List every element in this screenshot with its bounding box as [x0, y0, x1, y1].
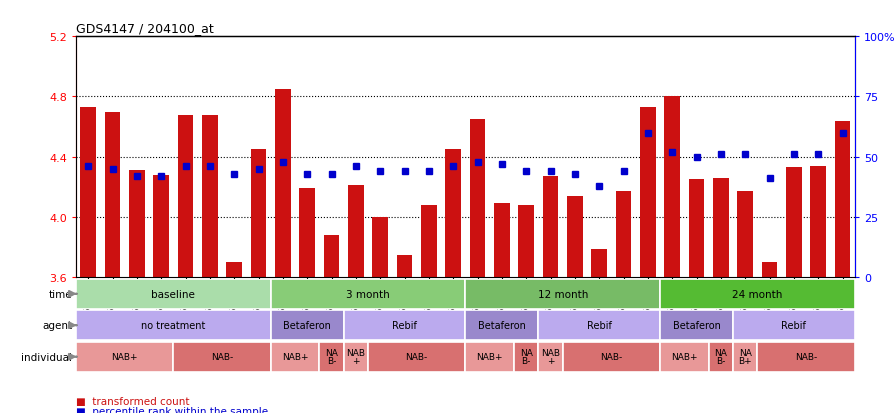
Text: Betaferon: Betaferon [283, 320, 331, 330]
Text: NAB-: NAB- [211, 352, 233, 361]
Bar [202, 115, 217, 278]
Text: NAB+: NAB+ [476, 352, 502, 361]
Text: 24 month: 24 month [731, 289, 781, 299]
Text: time: time [48, 289, 72, 299]
Bar [173, 342, 270, 372]
Text: ■  percentile rank within the sample: ■ percentile rank within the sample [76, 406, 268, 413]
Text: GDS4147 / 204100_at: GDS4147 / 204100_at [76, 21, 214, 35]
Bar [274, 90, 291, 278]
Bar [465, 311, 538, 340]
Bar [348, 186, 363, 278]
Bar [270, 342, 319, 372]
Bar [687, 180, 704, 278]
Bar [76, 279, 270, 309]
Bar [591, 249, 606, 278]
Text: NAB+: NAB+ [670, 352, 696, 361]
Bar [396, 255, 412, 278]
Bar [343, 311, 465, 340]
Bar [465, 342, 513, 372]
Bar [737, 192, 752, 278]
Bar [76, 311, 270, 340]
Bar [270, 279, 465, 309]
Bar [105, 112, 121, 278]
Bar [372, 217, 388, 278]
Bar [129, 171, 145, 278]
Bar [615, 192, 631, 278]
Bar [785, 168, 801, 278]
Text: individual: individual [21, 352, 72, 362]
Bar [659, 342, 708, 372]
Text: NAB+: NAB+ [112, 352, 138, 361]
Text: ■  transformed count: ■ transformed count [76, 396, 190, 406]
Bar [367, 342, 465, 372]
Text: NAB
+: NAB + [541, 349, 560, 365]
Text: 12 month: 12 month [537, 289, 587, 299]
Text: NAB-: NAB- [794, 352, 816, 361]
Bar [761, 263, 777, 278]
Bar [153, 176, 169, 278]
Text: Rebif: Rebif [586, 320, 611, 330]
Text: NA
B+: NA B+ [738, 349, 751, 365]
Bar [513, 342, 538, 372]
Bar [465, 279, 659, 309]
Bar [493, 204, 510, 278]
Bar [226, 263, 242, 278]
Text: NA
B-: NA B- [519, 349, 532, 365]
Bar [659, 311, 732, 340]
Bar [732, 342, 756, 372]
Text: NAB-: NAB- [600, 352, 622, 361]
Bar [713, 178, 728, 278]
Bar [270, 311, 343, 340]
Bar [518, 205, 534, 278]
Text: Rebif: Rebif [780, 320, 805, 330]
Bar [76, 342, 173, 372]
Text: agent: agent [42, 320, 72, 330]
Bar [567, 197, 582, 278]
Text: NA
B-: NA B- [325, 349, 338, 365]
Text: NAB+: NAB+ [282, 352, 308, 361]
Bar [562, 342, 659, 372]
Bar [538, 311, 659, 340]
Text: NAB-: NAB- [405, 352, 427, 361]
Bar [834, 121, 849, 278]
Bar [663, 97, 679, 278]
Text: Rebif: Rebif [392, 320, 417, 330]
Bar [343, 342, 367, 372]
Bar [319, 342, 343, 372]
Bar [324, 235, 339, 278]
Bar [299, 189, 315, 278]
Bar [445, 150, 460, 278]
Text: NA
B-: NA B- [713, 349, 727, 365]
Bar [809, 166, 825, 278]
Text: 3 month: 3 month [346, 289, 390, 299]
Text: NAB
+: NAB + [346, 349, 365, 365]
Bar [538, 342, 562, 372]
Bar [756, 342, 854, 372]
Bar [639, 108, 655, 278]
Bar [250, 150, 266, 278]
Text: Betaferon: Betaferon [672, 320, 720, 330]
Text: Betaferon: Betaferon [477, 320, 526, 330]
Bar [178, 115, 193, 278]
Bar [80, 108, 96, 278]
Text: baseline: baseline [151, 289, 195, 299]
Bar [659, 279, 854, 309]
Text: no treatment: no treatment [141, 320, 206, 330]
Bar [542, 177, 558, 278]
Bar [469, 120, 485, 278]
Bar [420, 205, 436, 278]
Bar [732, 311, 854, 340]
Bar [708, 342, 732, 372]
